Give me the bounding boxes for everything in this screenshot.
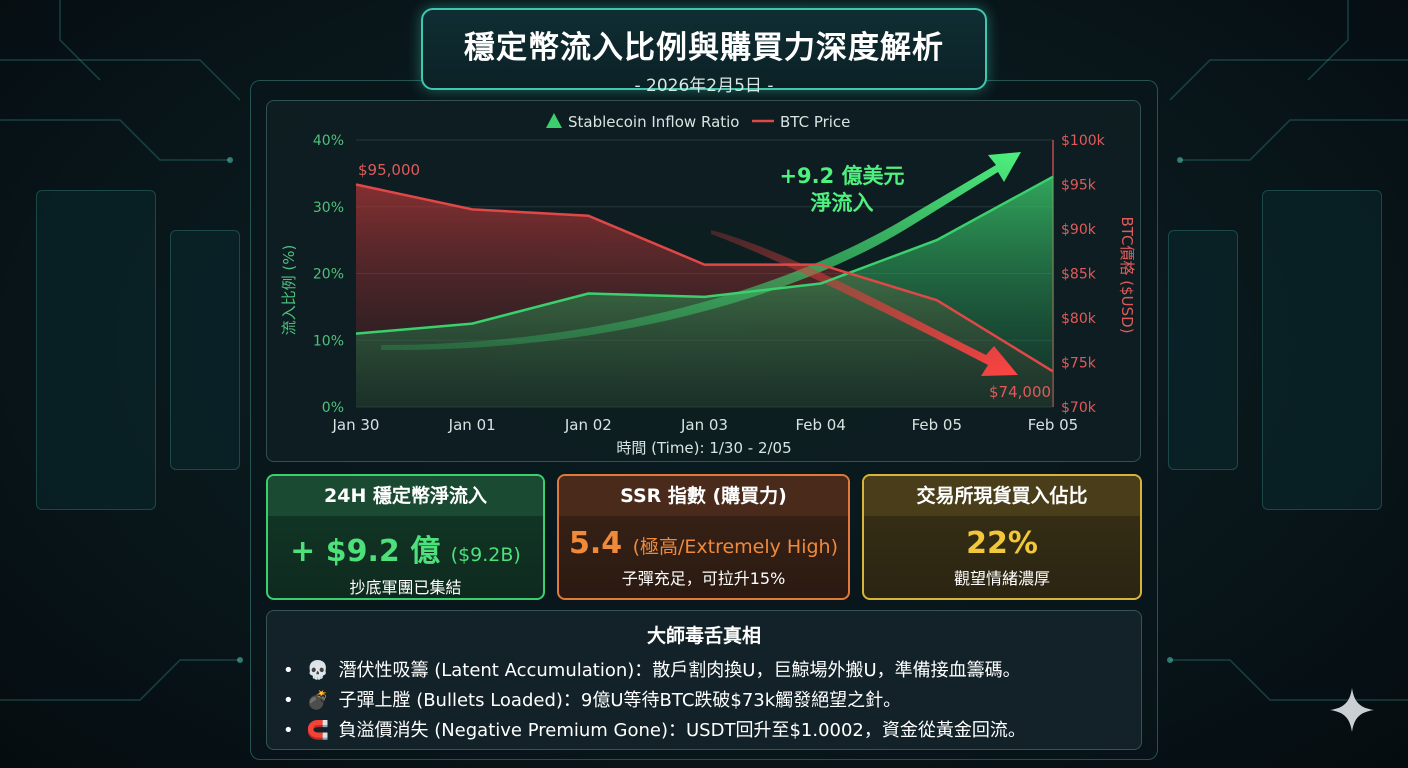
left-tick-label: 0%	[322, 400, 344, 416]
insight-title: 大師毒舌真相	[646, 625, 761, 647]
right-tick-label: $80k	[1061, 311, 1097, 327]
ssr-note: 子彈充足，可拉升15%	[621, 569, 786, 588]
header-banner: 穩定幣流入比例與購買力深度解析 - 2026年2月5日 -	[421, 8, 987, 96]
left-tick-label: 40%	[313, 133, 344, 149]
right-tick-label: $95k	[1061, 178, 1097, 194]
inflow-amount-annotation: +9.2 億美元	[779, 164, 904, 188]
legend-inflow-label: Stablecoin Inflow Ratio	[568, 113, 739, 131]
x-axis-title: 時間 (Time): 1/30 - 2/05	[616, 439, 791, 457]
list-item: • 💣 子彈上膛 (Bullets Loaded)：9億U等待BTC跌破$73k…	[283, 686, 1141, 716]
right-tick-label: $70k	[1061, 400, 1097, 416]
exchange-card-title: 交易所現貨買入佔比	[864, 476, 1140, 516]
ssr-number: 5.4	[568, 526, 623, 561]
ssr-card-title: SSR 指數 (購買力)	[559, 476, 848, 516]
magnet-icon: 🧲	[306, 720, 329, 741]
chart-legend: Stablecoin Inflow Ratio BTC Price	[546, 113, 850, 131]
left-tick-label: 20%	[313, 267, 344, 283]
right-tick-label: $85k	[1061, 267, 1097, 283]
right-axis-title: BTC價格 ($USD)	[1118, 216, 1136, 333]
x-tick-label: Feb 04	[795, 416, 845, 434]
x-tick-label: Jan 01	[448, 416, 496, 434]
left-tick-label: 10%	[313, 333, 344, 349]
x-tick-label: Feb 05	[912, 416, 962, 434]
exchange-note: 觀望情緒濃厚	[953, 569, 1050, 588]
ssr-index-card: SSR 指數 (購買力) 5.4 (極高/Extremely High) 子彈充…	[557, 474, 850, 600]
left-screen-panel	[36, 190, 156, 510]
x-tick-label: Jan 02	[564, 416, 612, 434]
x-tick-label: Jan 30	[332, 416, 380, 434]
insight-text: 負溢價消失 (Negative Premium Gone)：USDT回升至$1.…	[338, 720, 1026, 741]
skull-icon: 💀	[306, 660, 329, 681]
x-tick-label: Feb 05	[1028, 416, 1078, 434]
page-title: 穩定幣流入比例與購買力深度解析	[464, 30, 944, 66]
bomb-icon: 💣	[306, 690, 329, 711]
legend-inflow-swatch	[546, 113, 562, 128]
right-tick-label: $90k	[1061, 222, 1097, 238]
net-inflow-amount: + $9.2 億	[290, 534, 441, 569]
ssr-level: (極高/Extremely High)	[632, 536, 839, 558]
right-screen-panel	[1262, 190, 1382, 510]
net-inflow-amount-usd: ($9.2B)	[450, 544, 521, 566]
x-tick-label: Jan 03	[680, 416, 728, 434]
right-tick-label: $75k	[1061, 356, 1097, 372]
net-inflow-card-title: 24H 穩定幣淨流入	[268, 476, 543, 516]
inflow-trend-arrow	[381, 152, 1021, 351]
insight-list: • 💀 潛伏性吸籌 (Latent Accumulation)：散戶割肉換U，巨…	[283, 656, 1141, 746]
inflow-label-annotation: 淨流入	[811, 191, 874, 215]
sparkle-icon	[1330, 688, 1374, 732]
page-date: - 2026年2月5日 -	[634, 76, 774, 96]
net-inflow-card: 24H 穩定幣淨流入 + $9.2 億 ($9.2B) 抄底軍團已集結	[266, 474, 545, 600]
price-trend-arrow	[711, 230, 1018, 376]
inflow-area	[356, 176, 1053, 407]
inflow-price-chart: 0% 10% 20% 30% 40% $70k $75k $80k $85k $90k $95k $1…	[280, 113, 1136, 457]
ssr-value: 5.4 (極高/Extremely High)	[559, 526, 848, 561]
insight-panel: 大師毒舌真相 • 💀 潛伏性吸籌 (Latent Accumulation)：散…	[266, 610, 1142, 750]
btc-end-annotation: $74,000	[989, 383, 1051, 401]
exchange-share-value: 22%	[966, 526, 1038, 561]
insight-text: 子彈上膛 (Bullets Loaded)：9億U等待BTC跌破$73k觸發絕望…	[338, 690, 902, 711]
legend-btc-label: BTC Price	[780, 113, 850, 131]
btc-start-annotation: $95,000	[358, 161, 420, 179]
right-screen-panel-2	[1168, 230, 1238, 470]
left-tick-label: 30%	[313, 200, 344, 216]
right-tick-label: $100k	[1061, 133, 1106, 149]
exchange-share-card: 交易所現貨買入佔比 22% 觀望情緒濃厚	[862, 474, 1142, 600]
left-axis-title: 流入比例 (%)	[280, 245, 298, 336]
insight-text: 潛伏性吸籌 (Latent Accumulation)：散戶割肉換U，巨鯨場外搬…	[338, 660, 1021, 681]
list-item: • 🧲 負溢價消失 (Negative Premium Gone)：USDT回升…	[283, 716, 1141, 746]
net-inflow-note: 抄底軍團已集結	[349, 578, 462, 597]
net-inflow-value: + $9.2 億 ($9.2B)	[268, 526, 543, 570]
left-screen-panel-2	[170, 230, 240, 470]
list-item: • 💀 潛伏性吸籌 (Latent Accumulation)：散戶割肉換U，巨…	[283, 656, 1141, 686]
